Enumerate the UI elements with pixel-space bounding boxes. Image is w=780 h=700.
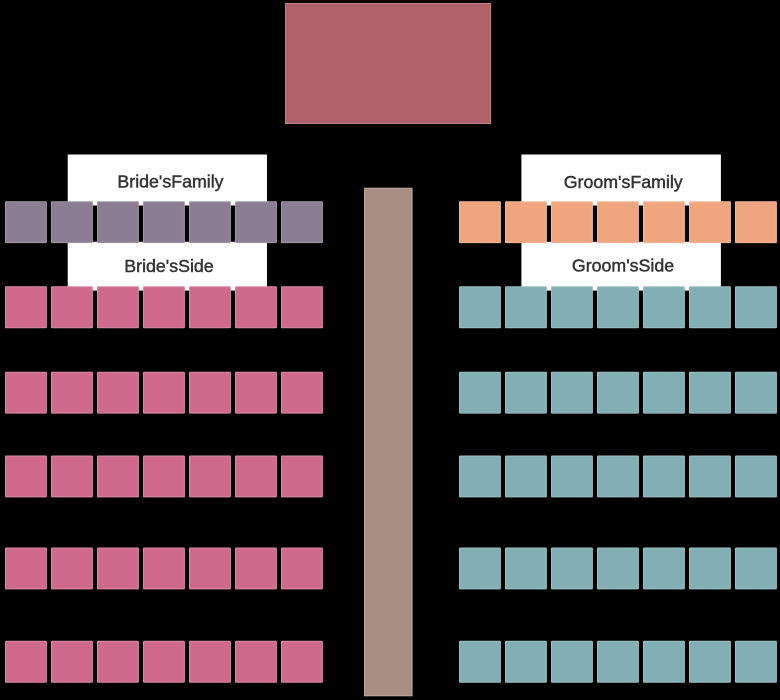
svg-text:Bride'sFamily: Bride'sFamily — [117, 172, 223, 192]
svg-text:Bride'sSide: Bride'sSide — [124, 256, 213, 276]
svg-text:Groom'sFamily: Groom'sFamily — [564, 172, 683, 192]
svg-text:Groom'sSide: Groom'sSide — [572, 256, 674, 276]
